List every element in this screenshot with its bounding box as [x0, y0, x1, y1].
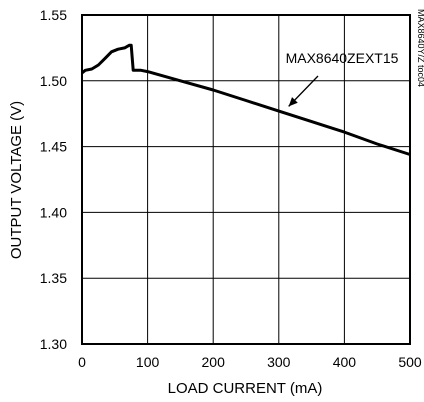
- x-tick-label: 500: [398, 354, 422, 370]
- series-line: [81, 43, 411, 156]
- y-axis-label: OUTPUT VOLTAGE (V): [8, 101, 25, 259]
- series-annotation-label: MAX8640ZEXT15: [286, 50, 399, 66]
- y-tick-label: 1.30: [40, 336, 67, 352]
- annotations: MAX8640ZEXT15: [286, 50, 399, 107]
- y-tick-label: 1.40: [40, 204, 67, 220]
- y-tick-label: 1.50: [40, 73, 67, 89]
- x-tick-label: 0: [78, 354, 86, 370]
- y-tick-label: 1.35: [40, 270, 67, 286]
- x-axis-label: LOAD CURRENT (mA): [168, 380, 323, 397]
- x-tick-label: 300: [267, 354, 291, 370]
- plot-frame: [81, 14, 411, 345]
- x-tick-label: 400: [333, 354, 357, 370]
- y-tick-label: 1.45: [40, 139, 67, 155]
- plot-border: [81, 14, 411, 345]
- x-tick-label: 200: [202, 354, 226, 370]
- y-tick-label: 1.55: [40, 7, 67, 23]
- series-layer: [81, 43, 411, 156]
- figure-code-label: MAX8640Y/Z toc04: [416, 9, 424, 87]
- x-tick-label: 100: [136, 354, 160, 370]
- tick-labels: 0 100 200 300 400 500 1.30 1.35 1.40 1.45 1.50 1.55: [40, 7, 422, 370]
- annotation-arrowhead: [288, 97, 298, 107]
